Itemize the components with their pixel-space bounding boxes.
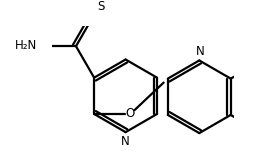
- Text: N: N: [196, 45, 204, 58]
- Text: S: S: [97, 0, 104, 13]
- Text: H₂N: H₂N: [14, 39, 37, 52]
- Text: N: N: [121, 135, 130, 148]
- Text: O: O: [126, 108, 135, 120]
